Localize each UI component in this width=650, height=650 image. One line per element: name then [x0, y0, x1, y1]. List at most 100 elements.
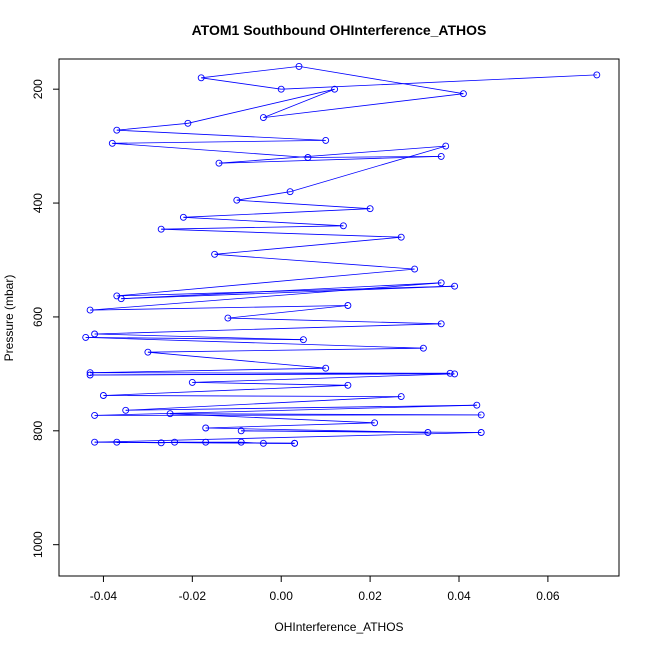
data-point [424, 429, 432, 436]
series-segment [218, 156, 442, 164]
series-segment [192, 373, 455, 383]
data-point [215, 159, 223, 167]
y-tick-label: 400 [31, 193, 45, 213]
series-segment [94, 323, 442, 335]
data-point [237, 427, 245, 435]
series-segment [121, 282, 442, 300]
data-point [419, 344, 427, 352]
data-point [184, 119, 192, 127]
data-point [237, 438, 245, 446]
data-point [366, 205, 374, 213]
series-segment [161, 225, 344, 230]
data-point [117, 295, 125, 303]
series-segment [90, 373, 455, 376]
data-point [437, 279, 445, 287]
data-point [411, 265, 419, 273]
series-segment [263, 93, 464, 118]
data-point [437, 320, 445, 328]
series-segment [147, 347, 424, 353]
data-point [202, 424, 210, 432]
data-point [442, 142, 450, 150]
series-segment [85, 337, 304, 341]
data-point [451, 370, 459, 378]
series-segment [298, 66, 464, 95]
series-segment [116, 122, 188, 131]
series-segment [201, 66, 300, 79]
data-point [304, 154, 312, 161]
data-point [144, 348, 152, 356]
data-point [179, 213, 187, 221]
series-segment [94, 432, 482, 443]
y-axis-title: Pressure (mbar) [2, 275, 16, 362]
x-tick-label: 0.04 [447, 589, 471, 603]
series-segment [161, 228, 402, 238]
series-segment [187, 88, 335, 124]
data-point [122, 406, 130, 414]
series-segment [125, 404, 477, 411]
data-point [344, 302, 352, 309]
x-tick-label: -0.02 [179, 589, 207, 603]
series-segment [205, 422, 375, 429]
series-segment [214, 236, 402, 255]
data-point [86, 371, 94, 379]
y-tick-label: 1000 [31, 531, 45, 558]
data-point [259, 439, 267, 447]
series-segment [90, 305, 348, 311]
data-point [473, 401, 481, 409]
data-point [233, 196, 241, 204]
series-segment [236, 199, 371, 210]
series-segment [183, 216, 344, 227]
data-point [91, 330, 99, 338]
series-segment [241, 430, 482, 433]
y-tick-label: 200 [31, 79, 45, 99]
data-point [197, 74, 205, 82]
series-segment [170, 413, 482, 416]
x-tick-label: 0.00 [270, 589, 294, 603]
series-segment [103, 395, 402, 398]
series-segment [183, 208, 371, 218]
data-point [211, 250, 219, 258]
data-point [299, 336, 307, 344]
data-point [593, 71, 601, 79]
series-segment [263, 88, 335, 118]
series-segment [116, 441, 162, 444]
data-point [331, 85, 339, 93]
data-point [113, 438, 121, 446]
series-segment [214, 253, 415, 270]
data-point [477, 411, 485, 419]
series-segment [227, 317, 442, 325]
data-point [171, 438, 179, 446]
series-segment [201, 77, 282, 90]
series-segment [125, 396, 402, 411]
series-segment [116, 268, 415, 297]
data-point [157, 439, 165, 447]
data-point [286, 188, 294, 196]
data-point [108, 139, 116, 147]
data-point [339, 222, 347, 230]
data-point [371, 419, 379, 427]
data-point [99, 392, 107, 399]
series-segment [94, 404, 477, 416]
data-point [188, 378, 196, 386]
data-point [157, 225, 165, 233]
data-point [451, 282, 459, 290]
series-points [82, 62, 601, 447]
series-segment [170, 413, 375, 424]
data-point [202, 438, 210, 446]
y-tick-label: 600 [31, 307, 45, 327]
series-segment [94, 333, 304, 341]
series-segment [192, 382, 348, 386]
series-segment [116, 129, 326, 141]
data-point [295, 62, 303, 70]
series-segment [90, 367, 326, 374]
data-point [322, 364, 330, 372]
series-segment [116, 285, 455, 297]
series-segment [85, 337, 424, 349]
series-segment [161, 441, 175, 444]
data-point [437, 152, 445, 160]
series-lines [85, 66, 597, 444]
x-axis: -0.04 -0.02 0.00 0.02 0.04 0.06 [90, 575, 560, 603]
series-segment [218, 145, 446, 164]
data-point [166, 410, 174, 418]
